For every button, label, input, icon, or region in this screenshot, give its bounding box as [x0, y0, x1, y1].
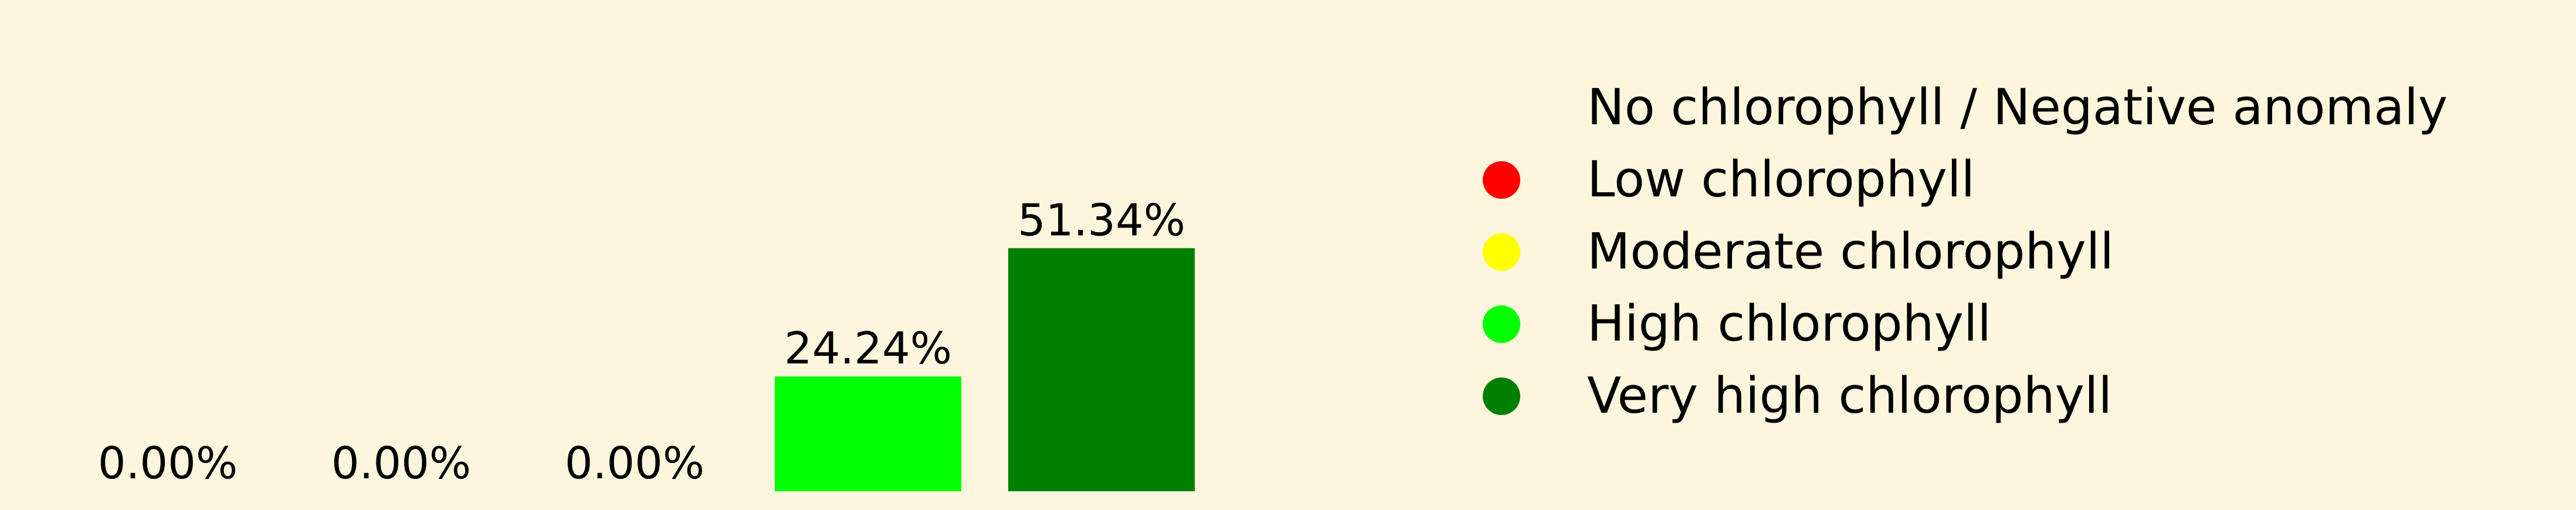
- legend-label: Low chlorophyll: [1587, 151, 1975, 209]
- data-label-5: 51.34%: [1018, 194, 1185, 246]
- data-label-4: 24.24%: [784, 322, 952, 374]
- legend-label: Very high chlorophyll: [1587, 367, 2113, 425]
- data-label-3: 0.00%: [565, 437, 704, 489]
- legend-marker-icon: [1483, 89, 1520, 127]
- legend-marker-icon: [1483, 161, 1520, 199]
- legend-marker-icon: [1483, 233, 1520, 271]
- legend-marker-icon: [1483, 305, 1520, 343]
- data-label-2: 0.00%: [331, 437, 471, 489]
- legend-label: High chlorophyll: [1587, 295, 1992, 353]
- bars-group: [775, 248, 1195, 491]
- legend-marker-icon: [1483, 378, 1520, 415]
- legend-label: Moderate chlorophyll: [1587, 223, 2114, 281]
- legend-label: No chlorophyll / Negative anomaly: [1587, 79, 2448, 137]
- bar-5: [1008, 248, 1195, 491]
- bar-4: [775, 376, 961, 491]
- data-labels-group: 0.00% 0.00% 0.00% 24.24% 51.34%: [98, 194, 1185, 489]
- data-label-1: 0.00%: [98, 437, 238, 489]
